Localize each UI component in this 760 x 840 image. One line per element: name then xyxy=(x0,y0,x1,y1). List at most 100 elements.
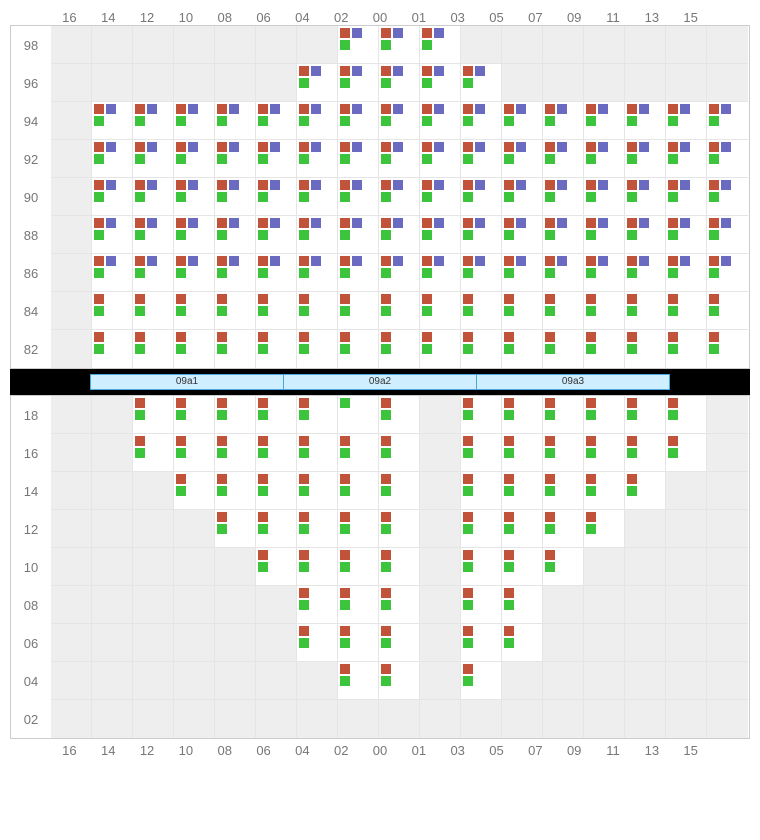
separator-segment[interactable]: 09a3 xyxy=(477,374,670,390)
seat-cell[interactable] xyxy=(338,292,379,330)
seat-cell[interactable] xyxy=(625,178,666,216)
seat-cell[interactable] xyxy=(461,64,502,102)
seat-cell[interactable] xyxy=(584,396,625,434)
seat-cell[interactable] xyxy=(461,216,502,254)
seat-cell[interactable] xyxy=(502,396,543,434)
seat-cell[interactable] xyxy=(297,292,338,330)
seat-cell[interactable] xyxy=(174,292,215,330)
seat-cell[interactable] xyxy=(461,292,502,330)
seat-cell[interactable] xyxy=(625,140,666,178)
seat-cell[interactable] xyxy=(379,434,420,472)
seat-cell[interactable] xyxy=(92,292,133,330)
seat-cell[interactable] xyxy=(461,434,502,472)
seat-cell[interactable] xyxy=(297,510,338,548)
seat-cell[interactable] xyxy=(502,548,543,586)
seat-cell[interactable] xyxy=(297,64,338,102)
seat-cell[interactable] xyxy=(584,254,625,292)
seat-cell[interactable] xyxy=(461,624,502,662)
seat-cell[interactable] xyxy=(707,254,748,292)
seat-cell[interactable] xyxy=(379,548,420,586)
seat-cell[interactable] xyxy=(543,292,584,330)
seat-cell[interactable] xyxy=(543,434,584,472)
seat-cell[interactable] xyxy=(338,396,379,434)
seat-cell[interactable] xyxy=(461,178,502,216)
separator-segment[interactable]: 09a1 xyxy=(90,374,284,390)
seat-cell[interactable] xyxy=(133,216,174,254)
seat-cell[interactable] xyxy=(543,254,584,292)
seat-cell[interactable] xyxy=(584,140,625,178)
seat-cell[interactable] xyxy=(297,548,338,586)
seat-cell[interactable] xyxy=(297,216,338,254)
seat-cell[interactable] xyxy=(666,178,707,216)
seat-cell[interactable] xyxy=(256,510,297,548)
seat-cell[interactable] xyxy=(215,396,256,434)
seat-cell[interactable] xyxy=(625,216,666,254)
seat-cell[interactable] xyxy=(584,510,625,548)
seat-cell[interactable] xyxy=(461,254,502,292)
seat-cell[interactable] xyxy=(420,26,461,64)
seat-cell[interactable] xyxy=(215,102,256,140)
seat-cell[interactable] xyxy=(502,624,543,662)
seat-cell[interactable] xyxy=(133,396,174,434)
seat-cell[interactable] xyxy=(379,64,420,102)
seat-cell[interactable] xyxy=(502,140,543,178)
seat-cell[interactable] xyxy=(256,178,297,216)
seat-cell[interactable] xyxy=(502,434,543,472)
seat-cell[interactable] xyxy=(502,102,543,140)
seat-cell[interactable] xyxy=(297,140,338,178)
seat-cell[interactable] xyxy=(543,510,584,548)
seat-cell[interactable] xyxy=(584,216,625,254)
seat-cell[interactable] xyxy=(379,510,420,548)
seat-cell[interactable] xyxy=(502,292,543,330)
seat-cell[interactable] xyxy=(215,472,256,510)
seat-cell[interactable] xyxy=(338,330,379,368)
seat-cell[interactable] xyxy=(174,254,215,292)
seat-cell[interactable] xyxy=(543,330,584,368)
seat-cell[interactable] xyxy=(543,216,584,254)
seat-cell[interactable] xyxy=(461,662,502,700)
seat-cell[interactable] xyxy=(666,434,707,472)
seat-cell[interactable] xyxy=(256,292,297,330)
seat-cell[interactable] xyxy=(215,216,256,254)
seat-cell[interactable] xyxy=(338,102,379,140)
seat-cell[interactable] xyxy=(256,102,297,140)
seat-cell[interactable] xyxy=(420,64,461,102)
seat-cell[interactable] xyxy=(420,216,461,254)
seat-cell[interactable] xyxy=(215,434,256,472)
seat-cell[interactable] xyxy=(338,510,379,548)
seat-cell[interactable] xyxy=(133,140,174,178)
seat-cell[interactable] xyxy=(461,396,502,434)
seat-cell[interactable] xyxy=(420,254,461,292)
seat-cell[interactable] xyxy=(338,586,379,624)
seat-cell[interactable] xyxy=(625,102,666,140)
seat-cell[interactable] xyxy=(420,102,461,140)
seat-cell[interactable] xyxy=(92,216,133,254)
seat-cell[interactable] xyxy=(379,254,420,292)
seat-cell[interactable] xyxy=(297,254,338,292)
seat-cell[interactable] xyxy=(502,254,543,292)
seat-cell[interactable] xyxy=(707,178,748,216)
seat-cell[interactable] xyxy=(133,102,174,140)
seat-cell[interactable] xyxy=(420,140,461,178)
seat-cell[interactable] xyxy=(543,472,584,510)
seat-cell[interactable] xyxy=(215,178,256,216)
seat-cell[interactable] xyxy=(297,102,338,140)
seat-cell[interactable] xyxy=(543,396,584,434)
seat-cell[interactable] xyxy=(174,178,215,216)
seat-cell[interactable] xyxy=(297,472,338,510)
seat-cell[interactable] xyxy=(502,586,543,624)
seat-cell[interactable] xyxy=(338,254,379,292)
seat-cell[interactable] xyxy=(256,254,297,292)
seat-cell[interactable] xyxy=(338,64,379,102)
seat-cell[interactable] xyxy=(256,216,297,254)
seat-cell[interactable] xyxy=(707,102,748,140)
seat-cell[interactable] xyxy=(707,140,748,178)
seat-cell[interactable] xyxy=(502,216,543,254)
seat-cell[interactable] xyxy=(625,472,666,510)
seat-cell[interactable] xyxy=(92,330,133,368)
seat-cell[interactable] xyxy=(92,140,133,178)
seat-cell[interactable] xyxy=(625,434,666,472)
seat-cell[interactable] xyxy=(338,624,379,662)
seat-cell[interactable] xyxy=(379,662,420,700)
seat-cell[interactable] xyxy=(338,548,379,586)
